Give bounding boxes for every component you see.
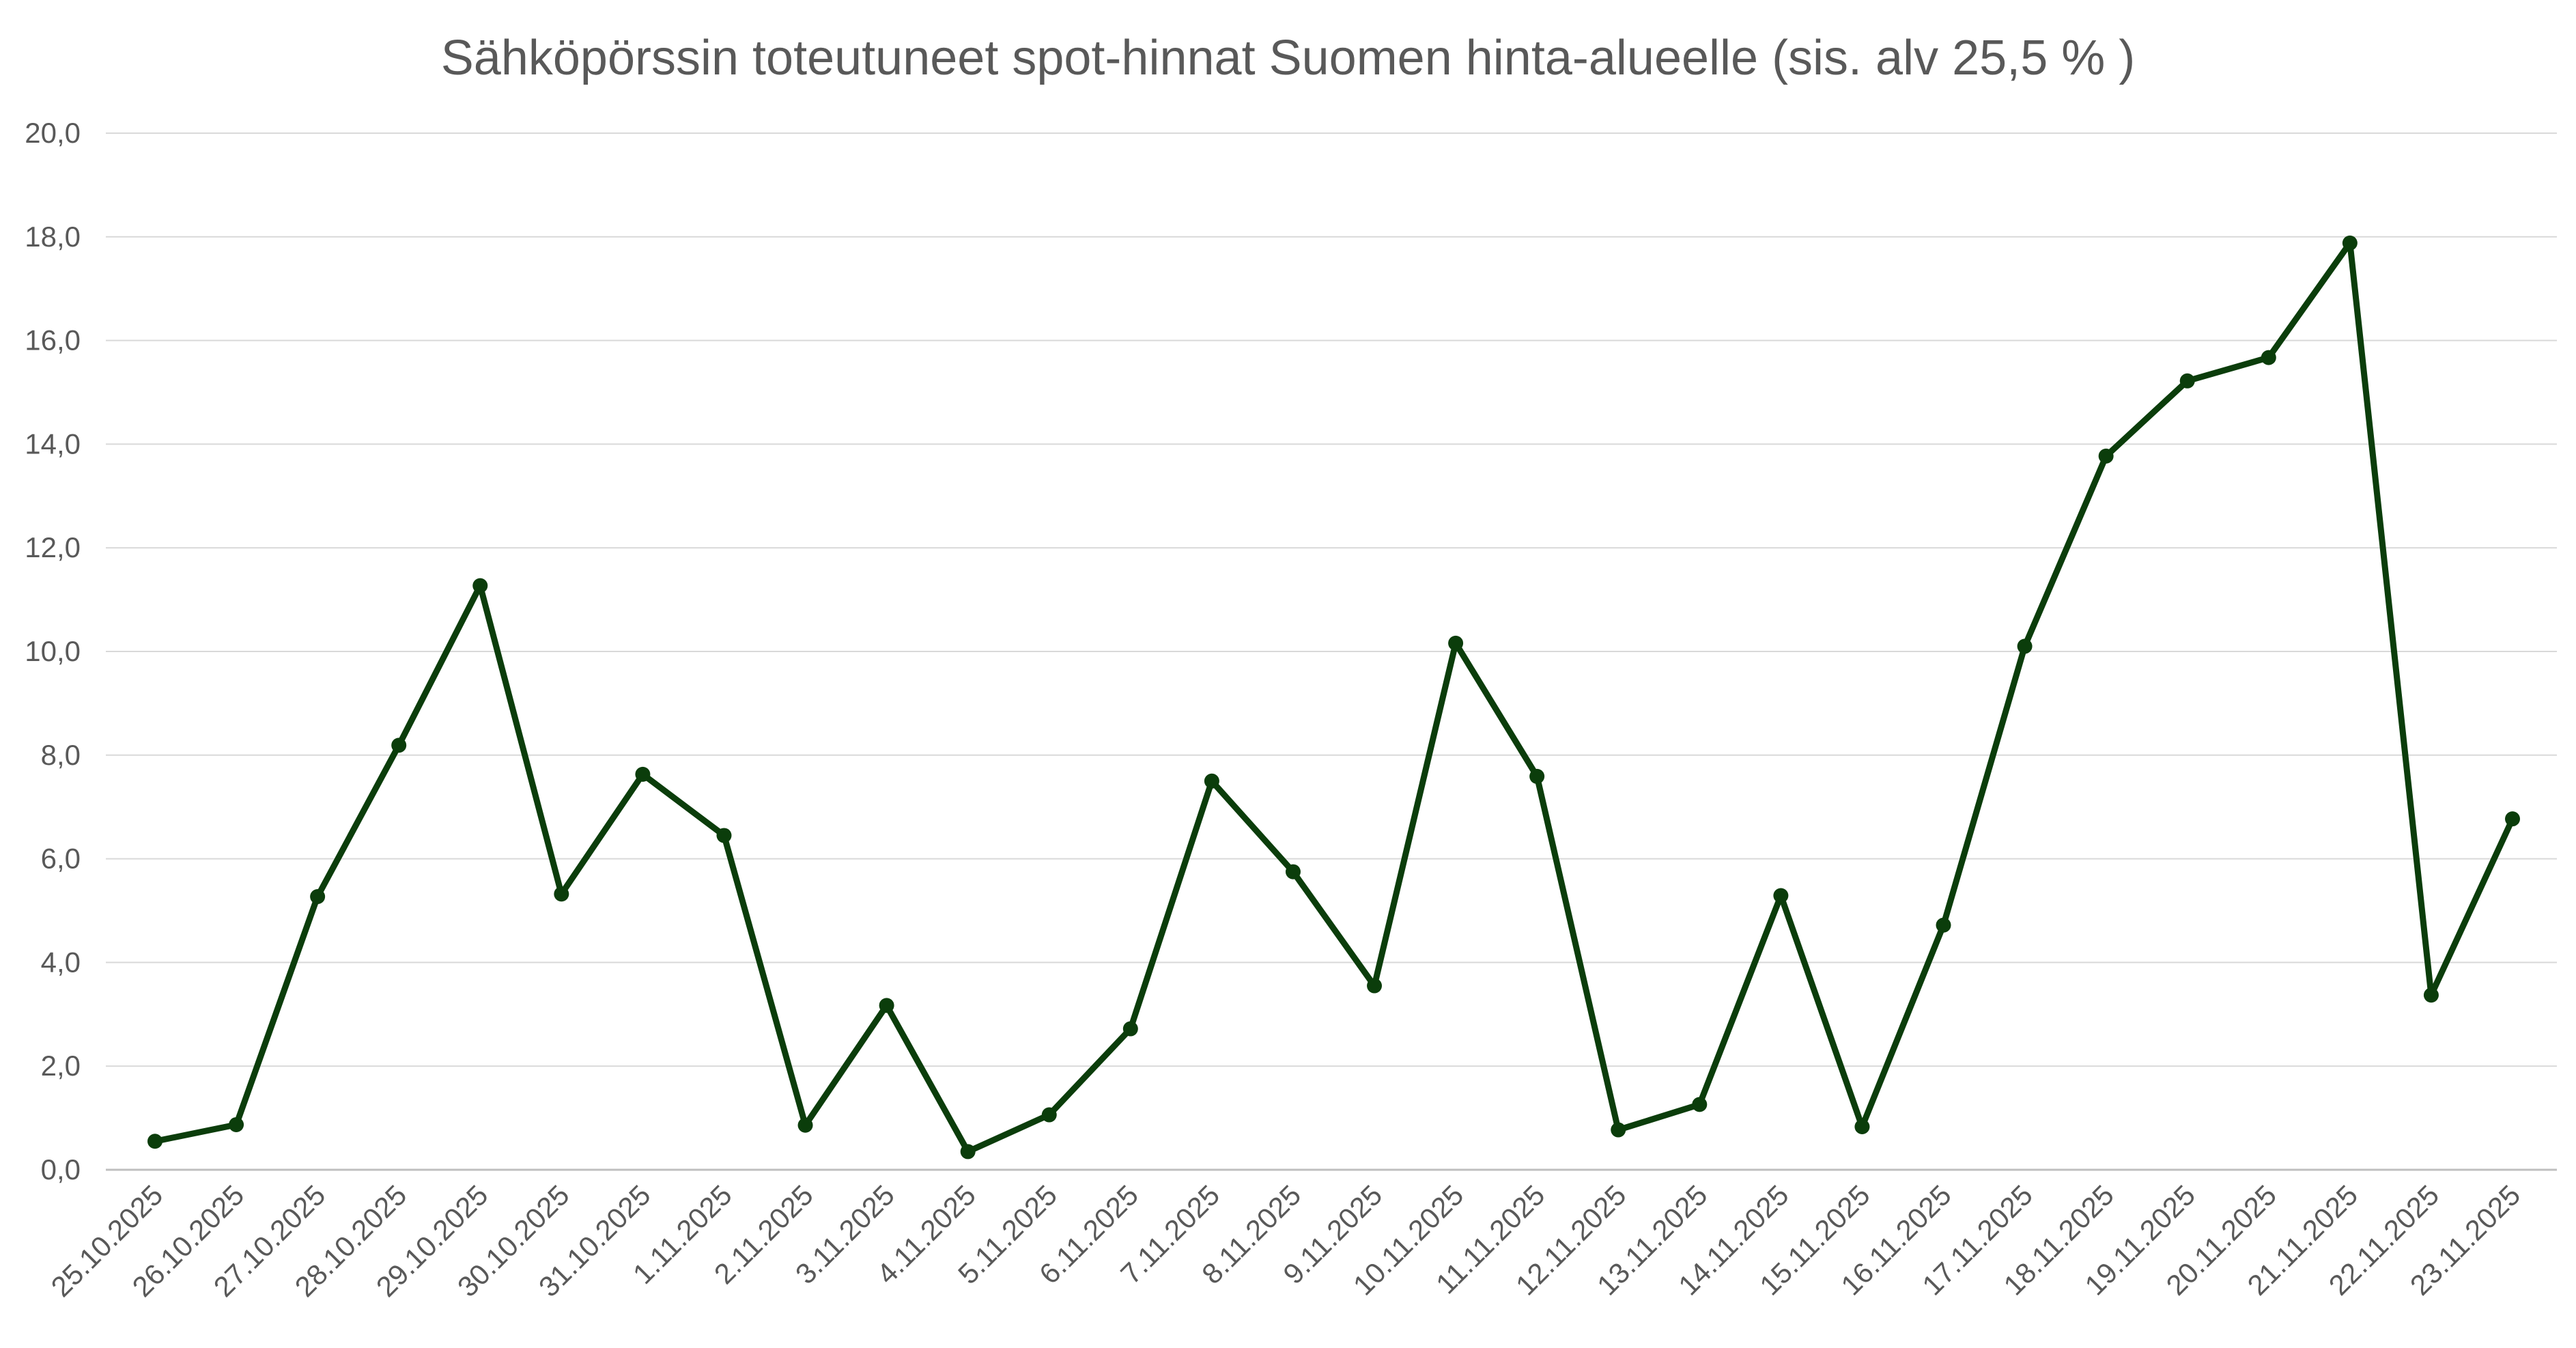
data-point — [1773, 888, 1789, 903]
x-axis-ticks: 25.10.202526.10.202527.10.202528.10.2025… — [44, 1179, 2526, 1303]
y-tick-label: 18,0 — [25, 221, 81, 253]
data-point — [960, 1144, 976, 1160]
data-point — [2505, 811, 2520, 827]
data-point — [147, 1134, 162, 1149]
y-tick-label: 0,0 — [41, 1153, 81, 1185]
data-point — [229, 1117, 244, 1132]
data-point — [310, 889, 326, 905]
data-point — [797, 1117, 813, 1133]
data-point — [2179, 373, 2195, 389]
data-point — [391, 738, 407, 753]
gridlines — [106, 132, 2557, 1171]
data-point — [1448, 635, 1464, 651]
data-point — [1122, 1021, 1138, 1037]
data-point — [472, 578, 488, 593]
data-point — [1692, 1097, 1708, 1112]
y-tick-label: 6,0 — [41, 843, 81, 875]
data-point — [2098, 448, 2114, 464]
data-point — [1529, 768, 1545, 784]
series-line — [152, 240, 2516, 1155]
y-tick-label: 8,0 — [41, 739, 81, 771]
data-point — [2423, 987, 2439, 1003]
chart-title: Sähköpörssin toteutuneet spot-hinnat Suo… — [440, 31, 2136, 85]
y-tick-label: 2,0 — [41, 1050, 81, 1082]
data-point — [1854, 1119, 1870, 1135]
data-point — [2017, 638, 2033, 654]
points-layer — [147, 235, 2520, 1160]
data-point — [2342, 235, 2358, 251]
y-tick-label: 20,0 — [25, 117, 81, 149]
y-tick-label: 10,0 — [25, 635, 81, 667]
data-point — [1204, 773, 1219, 789]
data-point — [716, 828, 732, 843]
data-point — [2261, 350, 2276, 365]
data-point — [635, 766, 651, 782]
data-point — [1611, 1122, 1626, 1138]
data-point — [554, 886, 569, 902]
series-layer — [152, 240, 2516, 1155]
y-tick-label: 16,0 — [25, 324, 81, 356]
data-point — [1367, 978, 1383, 994]
y-tick-label: 4,0 — [41, 946, 81, 978]
data-point — [1041, 1107, 1057, 1123]
data-point — [1936, 917, 1951, 933]
data-point — [1285, 864, 1301, 880]
data-point — [879, 998, 894, 1013]
y-tick-label: 12,0 — [25, 531, 81, 563]
y-axis-ticks: 0,0 2,0 4,0 6,0 8,0 10,0 12,0 14,0 16,0 18,0 20,0 — [25, 117, 81, 1185]
y-tick-label: 14,0 — [25, 427, 81, 460]
